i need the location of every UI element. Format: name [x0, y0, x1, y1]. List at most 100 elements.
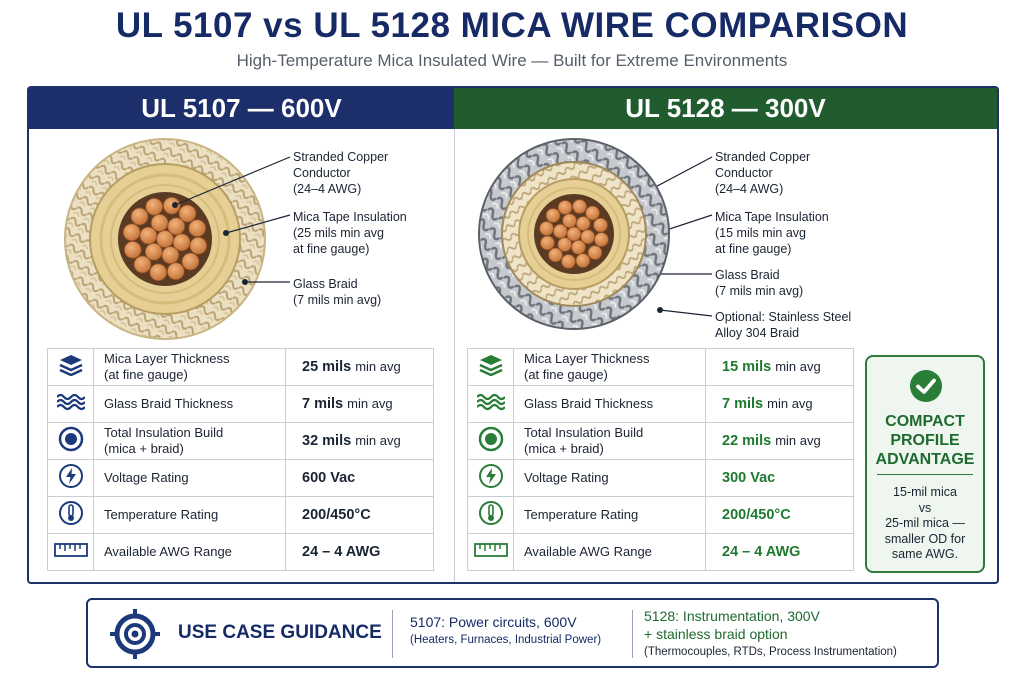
guidance-5128-main: 5128: Instrumentation, 300V + stainless b… — [644, 608, 820, 642]
copper-strand — [149, 263, 168, 282]
copper-strand — [540, 235, 555, 251]
ul5107-spec-row: Voltage Rating 600 Vac — [47, 459, 434, 497]
spec-value: 7 mils min avg — [705, 385, 854, 423]
layers-icon — [467, 348, 514, 386]
ul5107-braid-label: Glass Braid (7 mils min avg) — [293, 277, 382, 307]
copper-strand — [166, 262, 185, 281]
spec-name: Available AWG Range — [93, 533, 286, 571]
spec-value: 200/450°C — [285, 496, 434, 534]
spec-unit: min avg — [355, 359, 401, 374]
copper-strand — [557, 200, 573, 215]
copper-strand — [572, 199, 587, 214]
ul5107-spec-row: Available AWG Range 24 – 4 AWG — [47, 533, 434, 571]
spec-unit: min avg — [775, 433, 821, 448]
use-case-guidance-box: USE CASE GUIDANCE 5107: Power circuits, … — [86, 598, 939, 668]
advantage-divider — [877, 474, 973, 475]
lightning-icon — [47, 459, 94, 497]
cross-section-icon — [47, 422, 94, 460]
spec-name: Total Insulation Build (mica + braid) — [513, 422, 706, 460]
copper-strand — [123, 240, 142, 259]
ul5107-specs-table: Mica Layer Thickness (at fine gauge) 25 mi… — [47, 348, 434, 571]
copper-strand — [585, 205, 600, 221]
spec-name: Mica Layer Thickness (at fine gauge) — [93, 348, 286, 386]
spec-value: 200/450°C — [705, 496, 854, 534]
copper-strand — [167, 217, 186, 236]
spec-name: Mica Layer Thickness (at fine gauge) — [513, 348, 706, 386]
ul5107-spec-row: Total Insulation Build (mica + braid) 32 m… — [47, 422, 434, 460]
ul5128-spec-row: Mica Layer Thickness (at fine gauge) 15 mi… — [467, 348, 854, 386]
copper-strand — [145, 197, 164, 216]
copper-strand — [575, 216, 591, 231]
braid-icon — [467, 385, 514, 423]
ul5128-conductor-label: Stranded Copper Conductor (24–4 AWG) — [715, 150, 811, 196]
ruler-icon — [47, 533, 94, 571]
ul5107-spec-row: Mica Layer Thickness (at fine gauge) 25 mi… — [47, 348, 434, 386]
spec-unit: min avg — [347, 396, 393, 411]
checkmark-icon — [910, 370, 942, 402]
comparison-panel: UL 5107 — 600V UL 5128 — 300V — [27, 86, 999, 584]
spec-unit: min avg — [355, 433, 401, 448]
spec-name: Voltage Rating — [513, 459, 706, 497]
spec-unit: min avg — [775, 359, 821, 374]
lightning-icon — [467, 459, 514, 497]
advantage-title: COMPACT PROFILE ADVANTAGE — [875, 413, 975, 468]
spec-value: 300 Vac — [705, 459, 854, 497]
copper-strand — [539, 221, 554, 236]
target-icon — [110, 609, 160, 659]
page-subtitle: High-Temperature Mica Insulated Wire — B… — [236, 51, 788, 70]
spec-value: 15 mils min avg — [705, 348, 854, 386]
ul5128-specs-table: Mica Layer Thickness (at fine gauge) 15 mi… — [467, 348, 854, 571]
ul5128-braid-label: Glass Braid (7 mils min avg) — [715, 268, 804, 298]
copper-strand — [571, 239, 586, 255]
spec-value: 24 – 4 AWG — [285, 533, 434, 571]
copper-strand — [557, 237, 573, 252]
spec-name: Available AWG Range — [513, 533, 706, 571]
ul5128-cable-illustration — [478, 138, 670, 330]
ruler-icon — [467, 533, 514, 571]
ul5107-spec-row: Glass Braid Thickness 7 mils min avg — [47, 385, 434, 423]
compact-profile-advantage-box: COMPACT PROFILE ADVANTAGE 15-mil mica vs 25-… — [865, 355, 985, 573]
copper-strand — [587, 245, 603, 260]
ul5128-mica-label: Mica Tape Insulation (15 mils min avg at f… — [715, 210, 829, 256]
spec-name: Voltage Rating — [93, 459, 286, 497]
ul5107-spec-row: Temperature Rating 200/450°C — [47, 496, 434, 534]
thermometer-icon — [47, 496, 94, 534]
copper-strand — [548, 247, 563, 263]
copper-strands — [122, 196, 208, 282]
copper-strand — [162, 196, 181, 215]
ul5128-spec-row: Voltage Rating 300 Vac — [467, 459, 854, 497]
spec-value: 600 Vac — [285, 459, 434, 497]
copper-strand — [593, 217, 608, 233]
guidance-5107-sub: (Heaters, Furnaces, Industrial Power) — [410, 634, 602, 646]
spec-value: 7 mils min avg — [285, 385, 434, 423]
ul5128-spec-row: Total Insulation Build (mica + braid) 22 m… — [467, 422, 854, 460]
ul5107-conductor-label: Stranded Copper Conductor (24–4 AWG) — [293, 150, 389, 196]
ul5107-mica-label: Mica Tape Insulation (25 mils min avg at f… — [293, 210, 407, 256]
cross-section-icon — [467, 422, 514, 460]
ul5128-steel-braid-label: Optional: Stainless Steel Alloy 304 Braid — [715, 310, 852, 340]
copper-strand — [188, 219, 207, 238]
spec-value: 24 – 4 AWG — [705, 533, 854, 571]
page-title: UL 5107 vs UL 5128 MICA WIRE COMPARISON — [115, 6, 909, 45]
copper-strand — [181, 252, 200, 271]
spec-value: 32 mils min avg — [285, 422, 434, 460]
copper-strand — [189, 236, 208, 255]
copper-strand — [562, 213, 577, 229]
copper-strand — [130, 207, 149, 226]
guidance-divider — [392, 610, 393, 658]
copper-strand — [561, 254, 576, 269]
ul5128-spec-row: Available AWG Range 24 – 4 AWG — [467, 533, 854, 571]
spec-unit: min avg — [767, 396, 813, 411]
guidance-5128-sub: (Thermocouples, RTDs, Process Instrument… — [644, 646, 897, 658]
copper-strand — [178, 204, 197, 223]
panel-divider — [454, 129, 455, 582]
advantage-description: 15-mil mica vs 25-mil mica — smaller OD for… — [884, 485, 966, 561]
ul5128-spec-row: Glass Braid Thickness 7 mils min avg — [467, 385, 854, 423]
spec-name: Temperature Rating — [513, 496, 706, 534]
guidance-divider — [632, 610, 633, 658]
spec-name: Glass Braid Thickness — [93, 385, 286, 423]
ul5107-cable-illustration — [64, 138, 266, 340]
ul5128-header: UL 5128 — 300V — [454, 88, 997, 129]
ul5128-spec-row: Temperature Rating 200/450°C — [467, 496, 854, 534]
spec-name: Total Insulation Build (mica + braid) — [93, 422, 286, 460]
